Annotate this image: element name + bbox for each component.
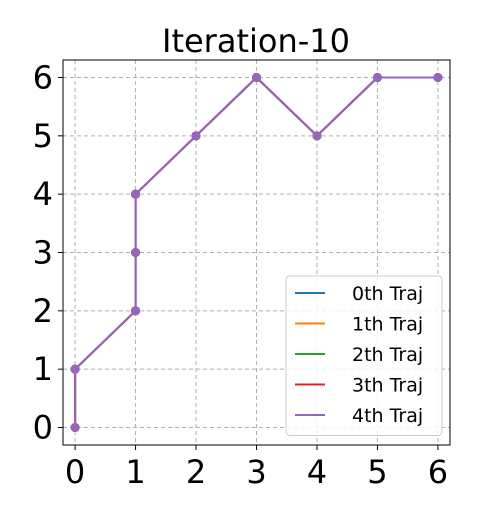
y-tick-label: 5 [33, 117, 53, 155]
x-tick-label: 4 [307, 453, 327, 491]
data-point [433, 73, 443, 82]
data-point [252, 73, 261, 82]
y-tick-label: 3 [33, 234, 53, 272]
data-point [131, 248, 141, 257]
series-group [70, 73, 443, 432]
data-point [372, 73, 382, 82]
series-4 [70, 73, 443, 432]
x-tick-label: 0 [65, 453, 85, 491]
x-tick-label: 3 [246, 453, 266, 491]
series-line [74, 76, 438, 428]
legend-label: 3th Traj [352, 375, 423, 397]
legend-label: 4th Traj [352, 405, 423, 427]
y-tick-label: 2 [33, 292, 53, 330]
x-tick-label: 2 [186, 453, 206, 491]
legend-label: 2th Traj [352, 344, 423, 366]
data-point [131, 189, 141, 199]
y-tick-label: 4 [33, 175, 53, 213]
data-point [70, 364, 80, 374]
x-axis: 0 1 2 3 4 5 6 [65, 445, 448, 491]
data-point [191, 131, 201, 141]
x-tick-label: 1 [125, 453, 145, 491]
legend-label: 1th Traj [352, 314, 423, 336]
x-tick-label: 5 [367, 453, 387, 491]
x-tick-label: 6 [428, 453, 448, 491]
y-tick-label: 6 [33, 59, 53, 97]
legend: 0th Traj 1th Traj 2th Traj 3th Traj 4th Traj [285, 275, 443, 436]
y-tick-label: 1 [33, 350, 53, 388]
chart-title: Iteration-10 [162, 22, 350, 60]
y-axis: 0 1 2 3 4 5 6 [33, 59, 63, 447]
data-point [312, 131, 322, 141]
data-point [131, 306, 141, 316]
legend-box [285, 275, 443, 436]
y-tick-label: 0 [33, 409, 53, 447]
data-point [70, 423, 80, 432]
legend-label: 0th Traj [352, 283, 423, 305]
